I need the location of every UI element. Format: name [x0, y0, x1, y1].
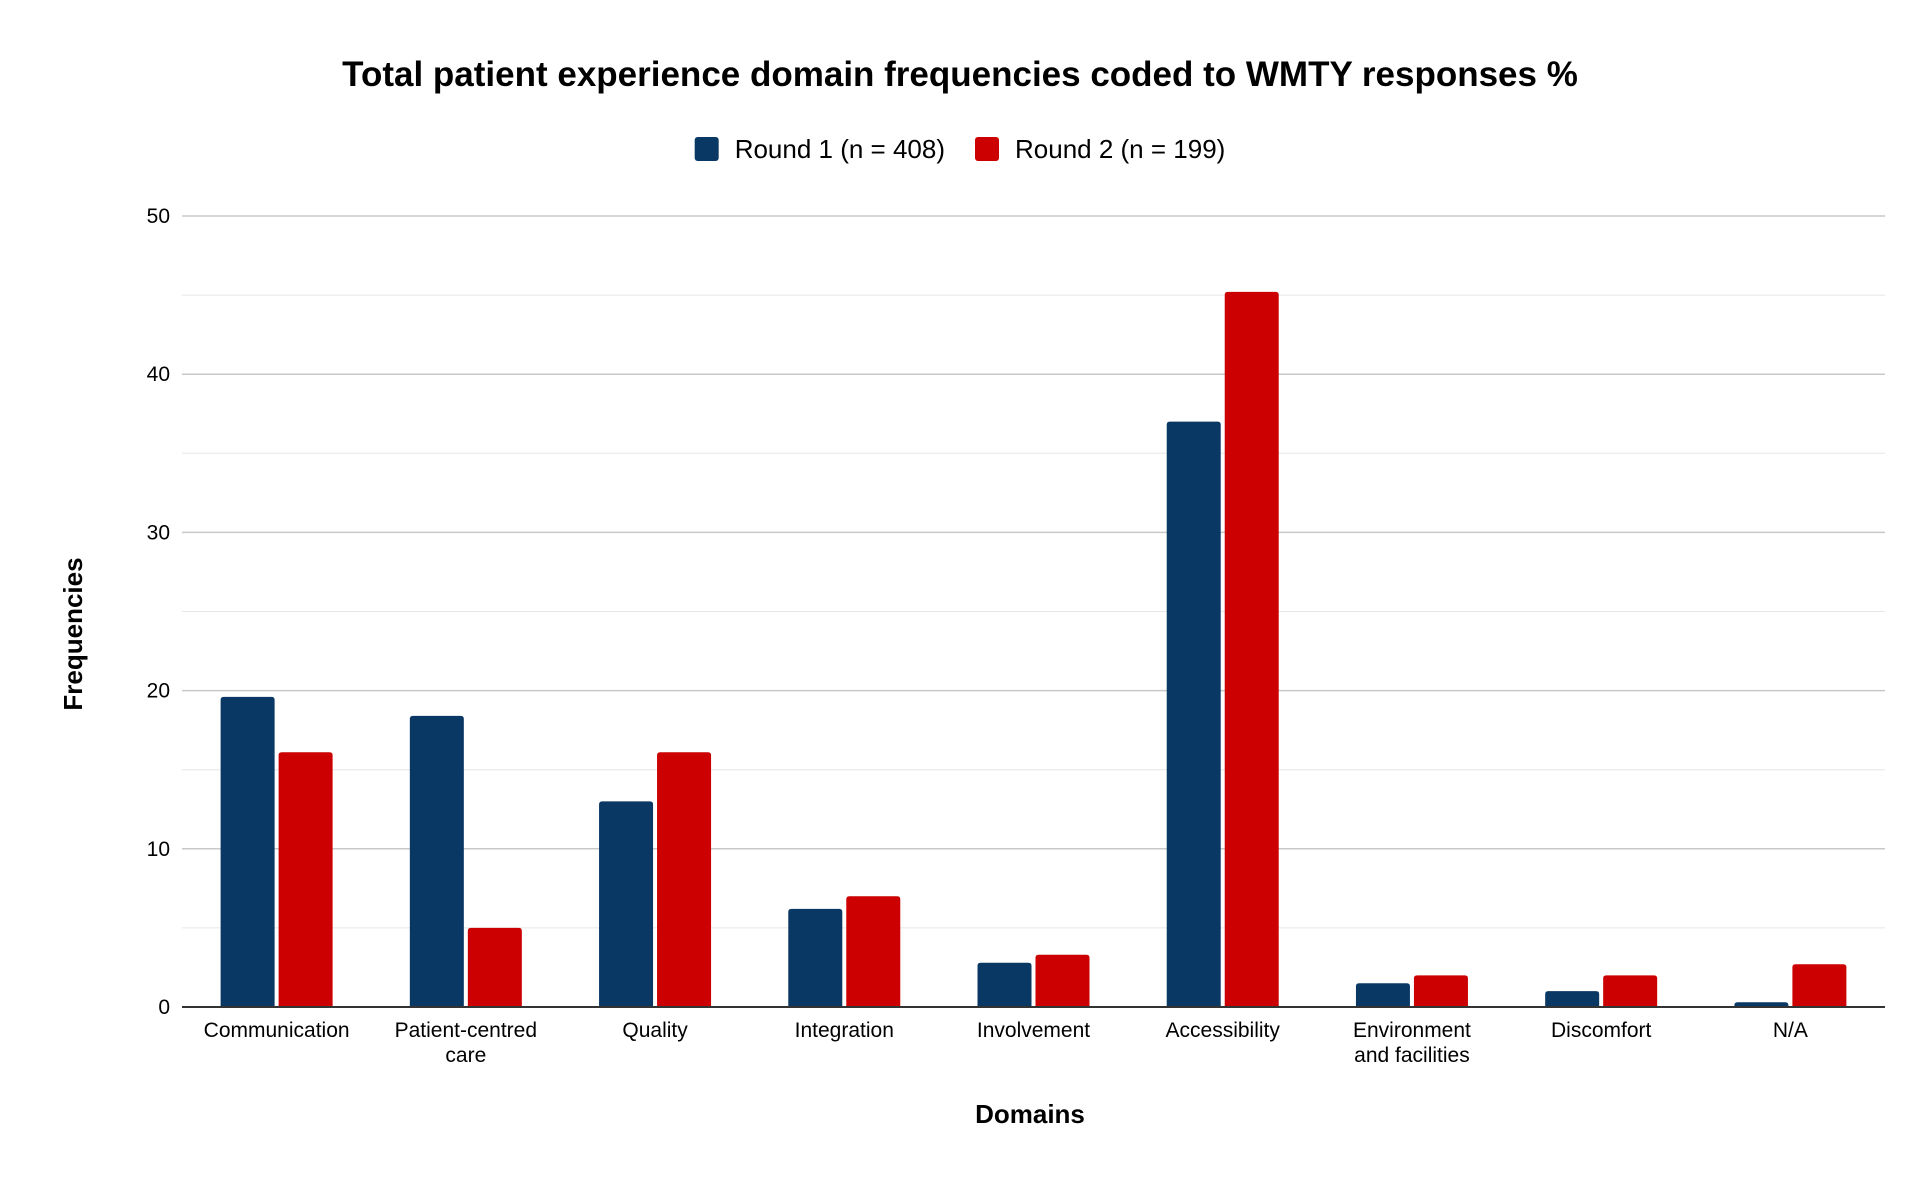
- bar-series-1: [1545, 991, 1600, 1007]
- x-tick-label: Integration: [795, 1019, 894, 1042]
- y-axis-title: Frequencies: [58, 557, 88, 710]
- x-tick-label: N/A: [1773, 1019, 1808, 1042]
- y-tick-label: 30: [147, 521, 170, 544]
- y-tick-label: 10: [147, 838, 170, 861]
- y-tick-label: 40: [147, 363, 170, 386]
- x-tick-label: Quality: [622, 1019, 688, 1042]
- y-axis-ticks: 0 10 20 30 40 50: [147, 205, 170, 1019]
- bar-series-2: [1792, 964, 1847, 1007]
- y-tick-label: 0: [158, 996, 170, 1019]
- legend-item-2: Round 2 (n = 199): [975, 134, 1225, 164]
- bar-series-2: [657, 752, 712, 1007]
- legend-item-1: Round 1 (n = 408): [694, 134, 945, 164]
- chart-title: Total patient experience domain frequenc…: [342, 55, 1578, 94]
- legend-swatch: [694, 137, 719, 161]
- bar-series-2: [467, 927, 522, 1007]
- legend-swatch: [975, 137, 999, 161]
- x-axis-title: Domains: [975, 1099, 1085, 1129]
- bar-series-1: [1734, 1002, 1789, 1007]
- bar-series-1: [788, 908, 843, 1007]
- legend-label: Round 1 (n = 408): [735, 134, 945, 164]
- y-tick-label: 20: [147, 680, 170, 703]
- bars: [220, 291, 1847, 1007]
- bar-series-2: [846, 896, 901, 1007]
- bar-series-1: [409, 715, 464, 1007]
- x-tick-label: Communication: [204, 1019, 350, 1042]
- bar-series-2: [1603, 975, 1658, 1007]
- bar-series-1: [220, 696, 275, 1007]
- x-tick-label: Accessibility: [1166, 1019, 1281, 1042]
- bar-series-1: [1355, 983, 1410, 1007]
- bar-series-2: [1224, 291, 1279, 1007]
- x-axis-ticks: Communication Patient-centred care Quality I…: [204, 1019, 1808, 1067]
- bar-series-1: [977, 962, 1032, 1007]
- x-tick-label: Patient-centred care: [395, 1019, 537, 1067]
- gridlines: [182, 215, 1885, 929]
- legend: Round 1 (n = 408) Round 2 (n = 199): [694, 134, 1225, 164]
- bar-series-1: [1166, 421, 1221, 1007]
- x-tick-label: Discomfort: [1551, 1019, 1652, 1042]
- bar-series-2: [1035, 954, 1090, 1007]
- x-tick-label: Involvement: [977, 1019, 1090, 1042]
- bar-series-2: [1413, 975, 1468, 1007]
- bar-series-1: [599, 801, 654, 1007]
- legend-label: Round 2 (n = 199): [1015, 134, 1225, 164]
- x-tick-label: Environment and facilities: [1353, 1019, 1471, 1067]
- bar-series-2: [278, 752, 333, 1007]
- y-tick-label: 50: [147, 205, 170, 228]
